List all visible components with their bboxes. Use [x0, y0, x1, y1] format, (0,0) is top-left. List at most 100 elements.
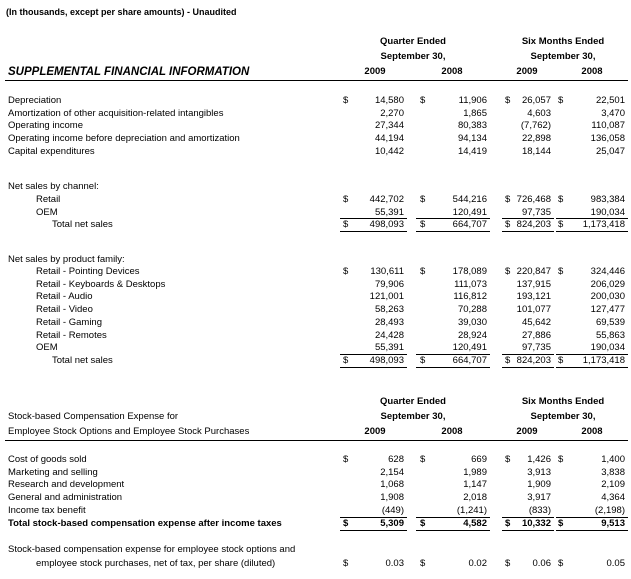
cell-value: 0.03	[385, 558, 405, 569]
currency-sign: $	[343, 95, 349, 106]
year-header: 2009	[516, 66, 538, 77]
cell-value: 178,089	[452, 266, 487, 277]
row-label: OEM	[36, 342, 58, 354]
cell-value: 120,491	[452, 206, 487, 218]
cell-value: 137,915	[516, 278, 551, 290]
year-header: 2009	[516, 426, 538, 437]
cell-value: 1,173,418	[582, 354, 625, 366]
cell-value: 110,087	[591, 120, 625, 132]
cell-value: 3,917	[527, 492, 551, 504]
cell-value: 111,073	[454, 278, 487, 290]
currency-sign: $	[420, 558, 426, 569]
year-header: 2009	[364, 66, 386, 77]
cell-value: 10,332	[521, 517, 551, 529]
cell-value: 4,364	[601, 492, 625, 504]
total-rule-bottom	[556, 231, 628, 233]
cell-value: 94,134	[457, 133, 487, 145]
currency-sign: $	[558, 194, 564, 205]
total-rule-top	[502, 218, 554, 220]
row-label: Income tax benefit	[8, 504, 86, 516]
cell-value: 220,847	[516, 266, 551, 277]
cell-value: 0.06	[532, 558, 552, 569]
row-label: employee stock purchases, net of tax, pe…	[36, 558, 276, 569]
cell-value: 14,419	[457, 145, 487, 157]
total-rule-bottom	[416, 231, 490, 233]
cell-value: 190,034	[590, 342, 625, 354]
currency-sign: $	[558, 219, 564, 231]
cell-value: 79,906	[374, 278, 404, 290]
cell-value: 1,173,418	[582, 219, 625, 231]
cell-value: 824,203	[516, 354, 551, 366]
cell-value: 498,093	[369, 219, 404, 231]
currency-sign: $	[420, 454, 426, 465]
cell-value: 39,030	[457, 316, 487, 328]
currency-sign: $	[505, 194, 511, 205]
year-header: 2008	[441, 426, 463, 437]
year-header: 2009	[364, 426, 386, 437]
currency-sign: $	[343, 219, 349, 231]
total-rule-top	[502, 516, 554, 518]
cell-value: 97,735	[521, 342, 551, 354]
total-rule-top	[340, 353, 407, 355]
cell-value: 22,501	[595, 95, 625, 106]
currency-sign: $	[558, 558, 564, 569]
cell-value: 2,154	[380, 466, 404, 478]
column-group-label: Quarter Ended	[380, 36, 446, 47]
header-rule	[5, 80, 628, 81]
cell-value: (1,241)	[456, 504, 487, 516]
column-group-label: Six Months Ended	[521, 36, 605, 47]
row-label: Total stock-based compensation expense a…	[8, 517, 282, 529]
group-title: Net sales by channel:	[8, 181, 99, 192]
row-label: Total net sales	[52, 219, 113, 231]
currency-sign: $	[343, 558, 349, 569]
row-label: Retail - Keyboards & Desktops	[36, 278, 166, 290]
row-label: Retail	[36, 194, 61, 205]
total-rule-top	[416, 218, 490, 220]
cell-value: (833)	[528, 504, 551, 516]
currency-sign: $	[558, 454, 564, 465]
section-title: SUPPLEMENTAL FINANCIAL INFORMATION	[8, 66, 250, 78]
currency-sign: $	[343, 354, 349, 366]
total-rule-bottom	[502, 529, 554, 531]
cell-value: 324,446	[590, 266, 625, 277]
total-rule-top	[416, 353, 490, 355]
currency-sign: $	[558, 354, 564, 366]
total-rule-top	[556, 516, 628, 518]
cell-value: 97,735	[521, 206, 551, 218]
row-label: Retail - Video	[36, 304, 93, 316]
total-rule-bottom	[416, 366, 490, 368]
currency-sign: $	[343, 266, 349, 277]
row-label: Amortization of other acquisition-relate…	[8, 107, 224, 119]
cell-value: 18,144	[521, 145, 551, 157]
cell-value: 2,270	[380, 107, 404, 119]
cell-value: 45,642	[521, 316, 551, 328]
cell-value: 1,908	[380, 492, 404, 504]
cell-value: 4,582	[463, 517, 487, 529]
total-rule-bottom	[502, 366, 554, 368]
total-rule-bottom	[416, 529, 490, 531]
cell-value: 2,109	[601, 479, 625, 491]
cell-value: 44,194	[374, 133, 404, 145]
column-group-sublabel: September 30,	[380, 411, 446, 422]
cell-value: 200,030	[590, 291, 625, 303]
cell-value: 28,924	[457, 329, 487, 341]
total-rule-top	[340, 218, 407, 220]
currency-sign: $	[505, 266, 511, 277]
cell-value: 130,611	[370, 266, 404, 277]
year-header: 2008	[441, 66, 463, 77]
cell-value: 28,493	[374, 316, 404, 328]
header-rule	[5, 440, 628, 441]
currency-sign: $	[343, 517, 349, 529]
cell-value: (2,198)	[594, 504, 625, 516]
currency-sign: $	[505, 219, 511, 231]
cell-value: 11,906	[458, 95, 487, 106]
cell-value: 1,989	[463, 466, 487, 478]
cell-value: 80,383	[457, 120, 487, 132]
cell-value: 1,909	[527, 479, 551, 491]
column-group-sublabel: September 30,	[530, 51, 596, 62]
cell-value: 101,077	[516, 304, 551, 316]
cell-value: 206,029	[590, 278, 625, 290]
currency-sign: $	[420, 194, 426, 205]
row-label: Marketing and selling	[8, 466, 98, 478]
column-group-label: Quarter Ended	[380, 396, 446, 407]
